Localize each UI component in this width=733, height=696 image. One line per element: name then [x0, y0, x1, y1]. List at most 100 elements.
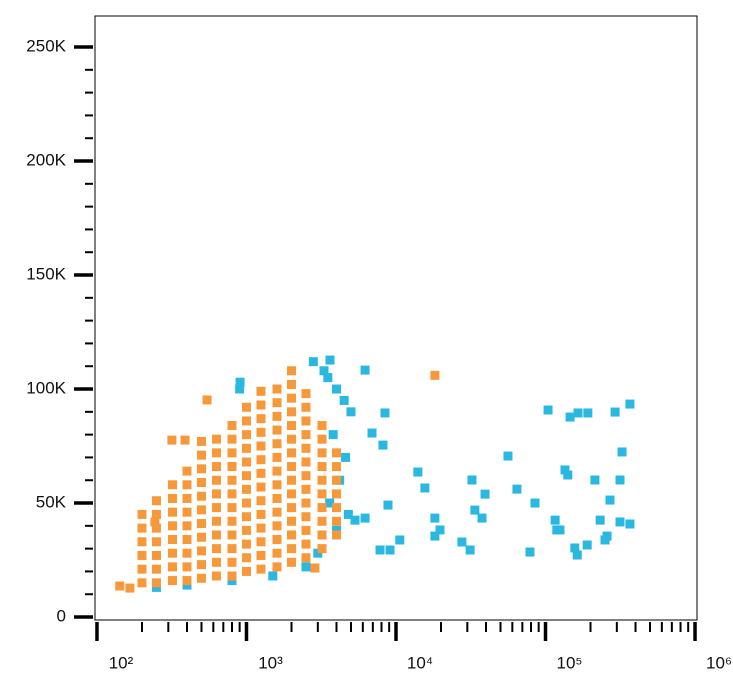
- point: [227, 489, 237, 499]
- point: [115, 581, 125, 591]
- point: [286, 475, 296, 485]
- point: [256, 537, 266, 547]
- point: [383, 500, 393, 510]
- point: [301, 562, 311, 572]
- point: [182, 576, 192, 586]
- point: [317, 421, 327, 431]
- point: [167, 435, 177, 445]
- point: [182, 521, 192, 531]
- point: [241, 498, 251, 508]
- point: [301, 402, 311, 412]
- point: [430, 513, 440, 523]
- point: [375, 545, 385, 555]
- point: [595, 515, 605, 525]
- point: [256, 455, 266, 465]
- point: [328, 430, 338, 440]
- point: [272, 384, 282, 394]
- point: [256, 414, 266, 424]
- point: [286, 393, 296, 403]
- point: [286, 530, 296, 540]
- y-tick-label: 250K: [26, 36, 66, 55]
- point: [227, 475, 237, 485]
- point: [241, 430, 251, 440]
- point: [241, 539, 251, 549]
- point: [196, 532, 206, 542]
- point: [590, 475, 600, 485]
- point: [583, 408, 593, 418]
- point: [317, 503, 327, 513]
- point: [272, 521, 282, 531]
- point: [196, 560, 206, 570]
- point: [168, 562, 178, 572]
- point: [168, 493, 178, 503]
- point: [168, 548, 178, 558]
- point: [286, 462, 296, 472]
- point: [332, 475, 342, 485]
- point: [241, 566, 251, 576]
- y-tick-label: 50K: [36, 493, 67, 512]
- point: [151, 496, 161, 506]
- point: [343, 509, 353, 519]
- point: [151, 582, 161, 592]
- point: [317, 544, 327, 554]
- point: [380, 408, 390, 418]
- point: [256, 496, 266, 506]
- point: [467, 475, 477, 485]
- point: [235, 384, 245, 394]
- point: [227, 530, 237, 540]
- point: [301, 471, 311, 481]
- point: [286, 503, 296, 513]
- point: [182, 466, 192, 476]
- point: [555, 525, 565, 535]
- point: [227, 576, 237, 586]
- point: [332, 503, 342, 513]
- point: [286, 516, 296, 526]
- point: [286, 544, 296, 554]
- point: [350, 515, 360, 525]
- point: [256, 427, 266, 437]
- point: [196, 505, 206, 515]
- x-tick-label: 10⁵: [557, 653, 583, 672]
- point: [313, 548, 323, 558]
- point: [503, 451, 513, 461]
- point: [301, 498, 311, 508]
- point: [256, 441, 266, 451]
- point: [196, 491, 206, 501]
- point: [435, 525, 445, 535]
- point: [272, 548, 282, 558]
- point: [151, 537, 161, 547]
- point: [286, 407, 296, 417]
- point: [137, 578, 147, 588]
- x-tick-label: 10²: [109, 653, 134, 672]
- point: [615, 517, 625, 527]
- point: [480, 489, 490, 499]
- point: [211, 557, 221, 567]
- point: [625, 399, 635, 409]
- point: [301, 457, 311, 467]
- point: [125, 583, 135, 593]
- points: [115, 355, 635, 593]
- point: [137, 550, 147, 560]
- point: [625, 519, 635, 529]
- point: [470, 505, 480, 515]
- point: [196, 573, 206, 583]
- point: [241, 443, 251, 453]
- point: [367, 428, 377, 438]
- point: [182, 548, 192, 558]
- point: [196, 436, 206, 446]
- point: [256, 509, 266, 519]
- point: [268, 571, 278, 581]
- point: [332, 525, 342, 535]
- point: [151, 523, 161, 533]
- point: [137, 564, 147, 574]
- point: [256, 523, 266, 533]
- point: [227, 557, 237, 567]
- point: [211, 571, 221, 581]
- point: [325, 355, 335, 365]
- point: [241, 457, 251, 467]
- point: [385, 545, 395, 555]
- point: [413, 467, 423, 477]
- point: [168, 521, 178, 531]
- axes: 0 50K 100K 150K 200K 250K 10² 10³ 10⁴ 10⁵ 10⁶: [26, 36, 732, 672]
- point: [196, 546, 206, 556]
